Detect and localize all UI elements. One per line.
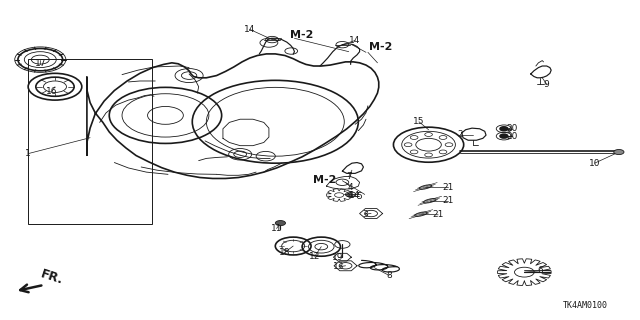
Text: 3: 3: [362, 210, 367, 219]
Circle shape: [614, 149, 624, 155]
Text: 17: 17: [35, 59, 46, 68]
Text: M-2: M-2: [369, 42, 392, 52]
Text: 20: 20: [506, 124, 517, 132]
Text: 4: 4: [348, 183, 353, 192]
Text: 6: 6: [538, 266, 543, 276]
Text: 14: 14: [244, 25, 255, 34]
Text: 4: 4: [348, 191, 353, 200]
Text: 7: 7: [346, 172, 351, 181]
Text: 9: 9: [544, 80, 550, 89]
Text: 15: 15: [413, 117, 425, 126]
Text: 13: 13: [333, 262, 345, 271]
Text: 14: 14: [349, 191, 361, 200]
Text: 10: 10: [589, 159, 600, 168]
Text: M-2: M-2: [314, 175, 337, 185]
Text: 2: 2: [458, 130, 463, 139]
Text: FR.: FR.: [39, 268, 65, 287]
Text: M-2: M-2: [291, 30, 314, 40]
Text: 16: 16: [46, 87, 58, 96]
Circle shape: [275, 220, 285, 226]
Circle shape: [500, 127, 508, 131]
Text: 1: 1: [25, 149, 31, 158]
Circle shape: [500, 134, 508, 138]
Text: TK4AM0100: TK4AM0100: [563, 301, 607, 310]
Text: 5: 5: [356, 192, 362, 201]
Text: 19: 19: [332, 253, 344, 262]
Text: 21: 21: [442, 183, 453, 192]
Text: 21: 21: [433, 210, 444, 219]
Text: 21: 21: [442, 196, 453, 205]
Text: 14: 14: [349, 36, 361, 45]
Text: 20: 20: [506, 132, 517, 140]
Text: 18: 18: [279, 248, 291, 257]
Text: 11: 11: [271, 224, 282, 233]
Text: 8: 8: [386, 271, 392, 280]
Text: 12: 12: [309, 252, 321, 261]
